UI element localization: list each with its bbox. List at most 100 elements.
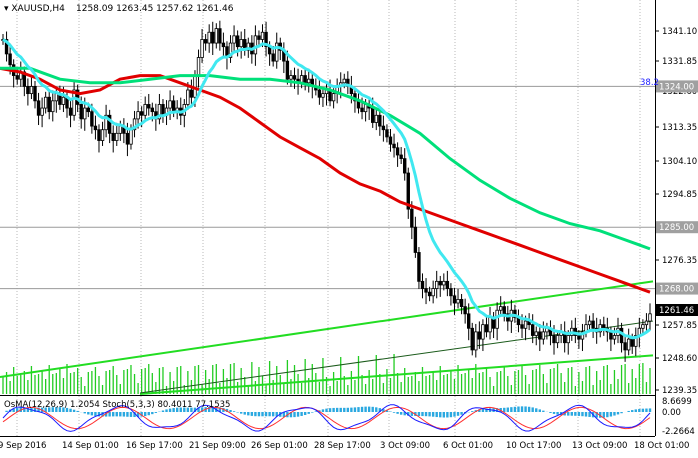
osma-bar	[360, 406, 364, 412]
osma-bar	[424, 412, 428, 417]
osma-bar	[115, 412, 118, 417]
osma-bar	[129, 412, 133, 417]
osma-bar	[648, 408, 652, 412]
candle-body	[207, 31, 211, 44]
osma-bar	[556, 412, 559, 415]
osma-bar	[254, 412, 257, 417]
candle-body	[630, 338, 634, 347]
osma-histogram	[5, 406, 652, 418]
osma-bar	[382, 409, 385, 412]
osma-bar	[5, 410, 8, 412]
candle-body	[566, 335, 570, 344]
osma-bar	[58, 407, 62, 412]
osma-bar	[645, 408, 648, 412]
candle-body	[200, 39, 204, 58]
candle-body	[427, 291, 432, 297]
current-price-box	[656, 304, 698, 316]
candle-body	[626, 338, 631, 351]
candle-body	[452, 295, 457, 304]
candle-body	[15, 75, 19, 80]
candle-body	[381, 125, 386, 131]
level-label-text: 1324.00	[659, 82, 694, 92]
candle-body	[203, 39, 208, 44]
osma-bar	[620, 412, 623, 414]
candle-body	[118, 125, 123, 134]
time-tick-label: 26 Sep 01:00	[251, 441, 308, 451]
candle-body	[456, 298, 460, 304]
lower-trendline	[139, 354, 654, 395]
candle-body	[221, 42, 226, 48]
candle-body	[385, 129, 389, 138]
fib-level-label: 38.2	[640, 78, 659, 88]
price-tick-label: 1257.85	[662, 321, 697, 331]
candle-body	[161, 104, 165, 116]
osma-bar	[151, 412, 154, 415]
time-tick-label: 3 Oct 09:00	[380, 441, 430, 451]
osma-bar	[69, 408, 72, 412]
osma-bar	[567, 412, 570, 416]
candle-body	[580, 331, 585, 340]
candle-body	[125, 132, 130, 145]
osma-bar	[549, 412, 552, 413]
osma-bar	[16, 407, 19, 412]
osma-bar	[250, 412, 254, 416]
osma-bar	[211, 406, 214, 412]
osma-bar	[55, 407, 58, 412]
osma-bar	[300, 412, 303, 416]
osma-bar	[446, 412, 449, 418]
osma-bar	[456, 412, 460, 416]
price-tick-label: 1341.10	[662, 27, 697, 37]
candle-body	[612, 335, 617, 340]
candle-body	[577, 335, 581, 340]
osma-bar	[431, 412, 435, 417]
osma-bar	[275, 412, 278, 417]
candle-body	[399, 154, 403, 160]
candle-body	[214, 28, 218, 44]
osma-bar	[108, 412, 111, 417]
osma-bar	[421, 412, 424, 417]
candle-body	[587, 320, 592, 326]
osma-bar	[296, 412, 300, 417]
candle-body	[413, 226, 418, 253]
time-tick-label: 14 Sep 01:00	[62, 441, 119, 451]
candle-body	[264, 31, 268, 48]
osma-bar	[94, 412, 97, 417]
osma-bar	[168, 408, 172, 412]
osma-bar	[229, 409, 232, 412]
osma-bar	[410, 412, 414, 416]
osma-bar	[48, 407, 51, 412]
candle-body	[132, 118, 137, 131]
osma-bar	[506, 407, 510, 412]
candle-body	[107, 114, 112, 134]
osma-bar	[314, 411, 318, 412]
candle-body	[29, 85, 34, 95]
osma-bar	[143, 412, 147, 417]
candle-body	[157, 104, 162, 120]
time-axis-labels: 9 Sep 2016 14 Sep 01:00 16 Sep 17:00 21 Sep…	[0, 441, 689, 451]
ema-line	[0, 66, 651, 294]
osma-bar	[207, 406, 211, 412]
stoch-signal-line	[2, 406, 651, 430]
candle-body	[513, 309, 517, 318]
osma-bar	[179, 407, 182, 412]
osma-bar	[122, 412, 126, 417]
osma-bar	[513, 406, 517, 412]
osma-bar	[328, 408, 332, 412]
osma-bar	[51, 407, 54, 412]
candle-body	[342, 78, 346, 84]
candle-body	[83, 107, 87, 120]
candle-body	[196, 57, 201, 76]
candle-body	[228, 42, 233, 58]
osma-bar	[264, 412, 268, 417]
candle-body	[541, 331, 546, 340]
candle-body	[235, 35, 240, 48]
candle-body	[410, 208, 414, 228]
osma-bar	[311, 412, 314, 413]
candle-body	[72, 89, 76, 116]
osma-bar	[72, 409, 76, 412]
osma-bar	[247, 412, 250, 416]
indicator-tick-label: 8.6699	[662, 397, 692, 407]
osma-bar	[353, 407, 357, 412]
candle-body	[470, 327, 474, 351]
